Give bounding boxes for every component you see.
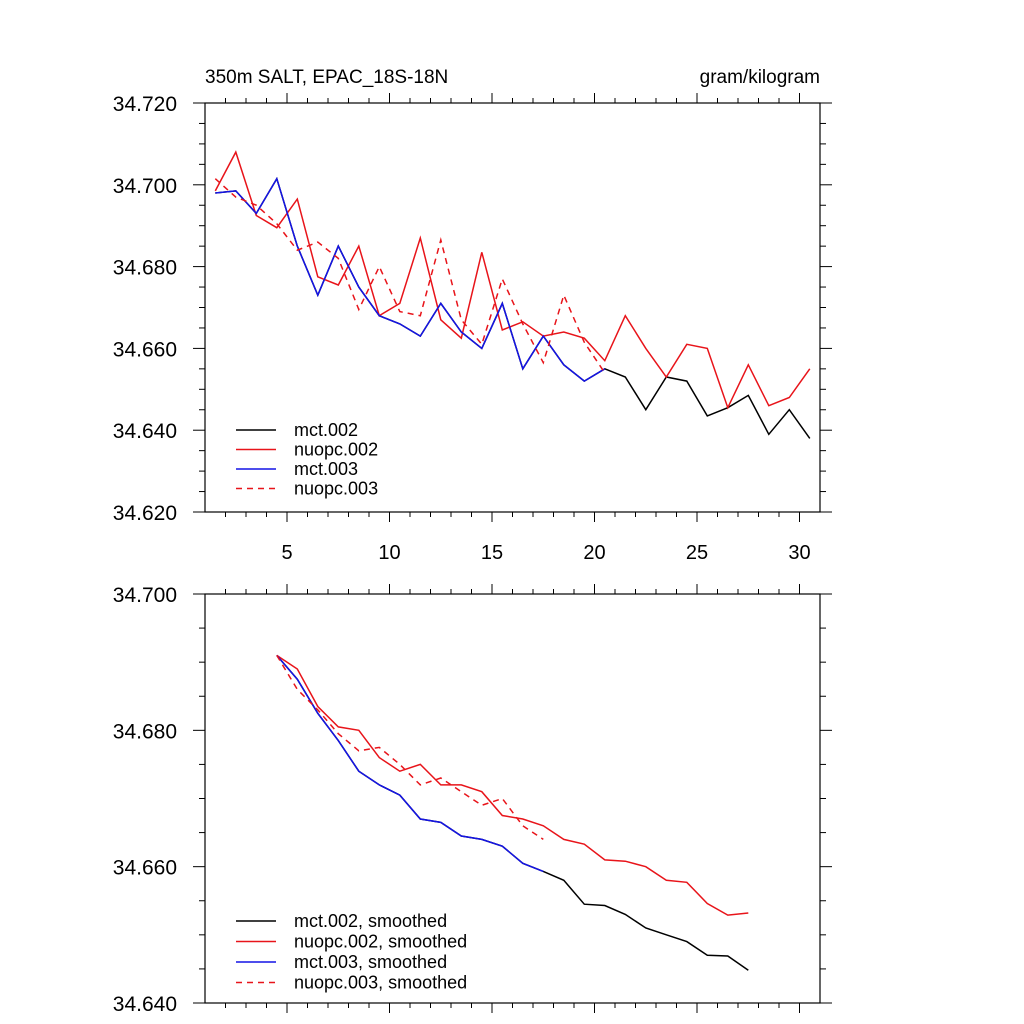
y-tick-label: 34.660 [113, 338, 177, 361]
legend-label: nuopc.002 [294, 440, 378, 460]
series-line-nuopc-003-smoothed [276, 655, 544, 841]
units-label: gram/kilogram [700, 67, 820, 88]
chart-panel-2: 34.640 34.660 34.680 34.700 mct.002, smoothe… [113, 584, 832, 1016]
y-tick-label: 34.680 [113, 257, 177, 280]
legend-label: mct.003 [294, 459, 358, 479]
x-tick-label: 20 [583, 542, 605, 564]
series-line-mct-002 [215, 176, 811, 439]
legend-label: mct.002 [294, 420, 358, 440]
legend-label: nuopc.003, smoothed [294, 973, 467, 993]
legend-label: nuopc.003 [294, 479, 378, 499]
y-tick-label: 34.680 [113, 720, 177, 743]
series-line-mct-003 [215, 176, 606, 383]
y-tick-label: 34.700 [113, 584, 177, 607]
legend-label: mct.003, smoothed [294, 952, 447, 972]
legend-label: mct.002, smoothed [294, 911, 447, 931]
chart-title: 350m SALT, EPAC_18S-18N [205, 67, 448, 88]
x-tick-label: 5 [281, 542, 292, 564]
y-tick-label: 34.700 [113, 175, 177, 198]
chart-panel-1: 5 10 15 20 25 30 34.620 34.640 34.660 34.680 34.70… [113, 67, 832, 564]
series-line-mct-003-smoothed [276, 654, 544, 873]
x-tick-label: 25 [686, 542, 708, 564]
y-tick-label: 34.660 [113, 857, 177, 880]
series-line-nuopc-002 [214, 150, 811, 410]
x-tick-label: 30 [788, 542, 810, 564]
x-tick-label: 15 [481, 542, 503, 564]
series-line-nuopc-002-smoothed [276, 654, 749, 916]
series-line-nuopc-003 [214, 178, 606, 374]
y-tick-label: 34.640 [113, 993, 177, 1016]
y-tick-label: 34.640 [113, 420, 177, 443]
y-tick-label: 34.720 [113, 93, 177, 116]
y-tick-label: 34.620 [113, 502, 177, 525]
x-tick-label: 10 [378, 542, 400, 564]
legend-label: nuopc.002, smoothed [294, 932, 467, 952]
